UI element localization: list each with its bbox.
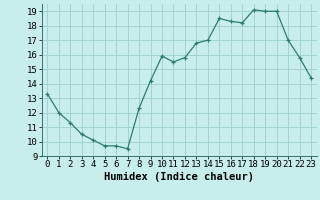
X-axis label: Humidex (Indice chaleur): Humidex (Indice chaleur) <box>104 172 254 182</box>
